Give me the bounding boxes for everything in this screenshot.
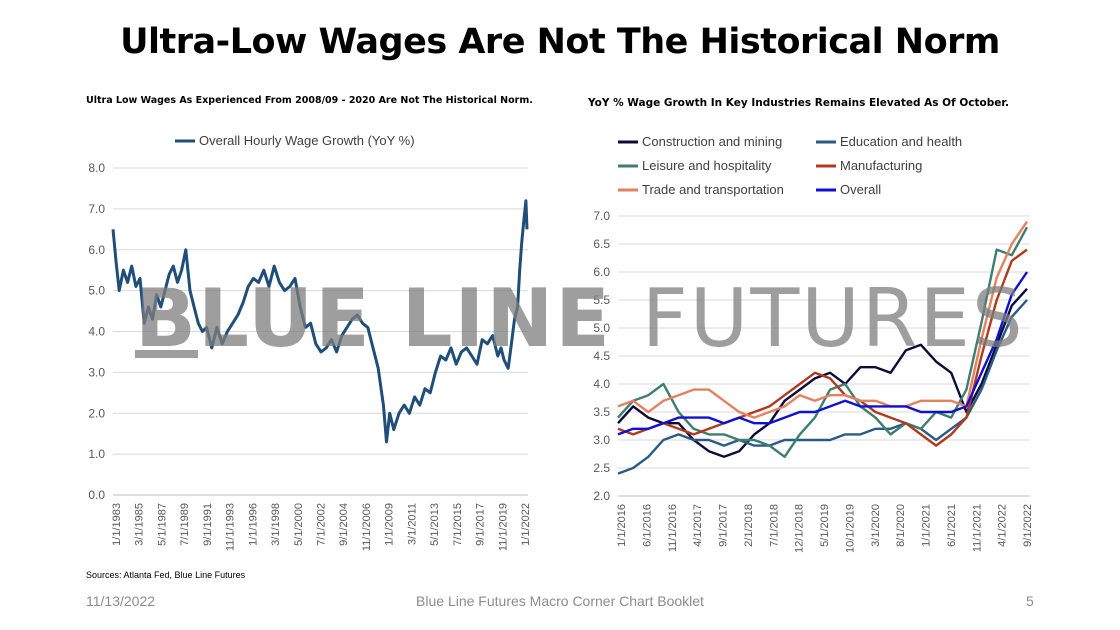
right-chart-y-tick-label: 2.5 bbox=[593, 461, 610, 475]
right-chart-y-tick-label: 4.5 bbox=[593, 349, 610, 363]
left-chart-x-tick-label: 1/1/2009 bbox=[384, 503, 396, 546]
right-chart-series-line bbox=[617, 287, 1028, 458]
right-chart-y-tick-label: 6.0 bbox=[593, 265, 610, 279]
right-chart-x-tick-label: 6/1/2016 bbox=[641, 504, 653, 547]
left-chart-x-tick-label: 9/1/1991 bbox=[202, 503, 214, 546]
right-chart-y-tick-label: 5.0 bbox=[593, 321, 610, 335]
right-chart-x-tick-label: 5/1/2019 bbox=[819, 504, 831, 547]
left-chart-x-tick-label: 3/1/2011 bbox=[406, 503, 418, 545]
left-chart-y-tick-label: 0.0 bbox=[88, 488, 105, 502]
left-chart-x-tick-label: 1/1/1983 bbox=[111, 503, 123, 546]
left-chart-x-tick-label: 11/1/2019 bbox=[497, 503, 509, 551]
right-chart-x-tick-label: 2/1/2018 bbox=[743, 504, 755, 547]
left-chart-series-line bbox=[111, 199, 529, 444]
left-chart-y-tick-label: 3.0 bbox=[88, 365, 105, 379]
left-chart-y-tick-label: 7.0 bbox=[88, 202, 105, 216]
right-chart-legend-label: Overall bbox=[840, 182, 881, 197]
right-chart-legend-label: Leisure and hospitality bbox=[642, 158, 772, 173]
right-chart-x-tick-label: 1/1/2021 bbox=[921, 504, 933, 547]
page-title: Ultra-Low Wages Are Not The Historical N… bbox=[120, 22, 1000, 62]
sources-note: Sources: Atlanta Fed, Blue Line Futures bbox=[86, 570, 246, 580]
left-chart-legend-label: Overall Hourly Wage Growth (YoY %) bbox=[199, 133, 415, 148]
right-chart-series-line bbox=[617, 220, 1028, 419]
left-chart-x-tick-label: 9/1/2004 bbox=[338, 503, 350, 546]
right-chart-series-line bbox=[617, 271, 1028, 436]
right-chart-x-tick-label: 4/1/2022 bbox=[997, 504, 1009, 547]
right-chart-x-tick-label: 12/1/2018 bbox=[794, 504, 806, 553]
right-chart-x-tick-label: 3/1/2020 bbox=[870, 504, 882, 547]
left-chart-x-tick-label: 3/1/1985 bbox=[134, 503, 146, 546]
right-chart-legend-label: Manufacturing bbox=[840, 158, 922, 173]
right-chart-series-line bbox=[617, 248, 1028, 447]
left-chart-x-tick-label: 7/1/1989 bbox=[179, 503, 191, 546]
left-chart-y-tick-label: 5.0 bbox=[88, 284, 105, 298]
page-number: 5 bbox=[1026, 593, 1034, 609]
right-chart-y-tick-label: 3.5 bbox=[593, 405, 610, 419]
left-chart-y-tick-label: 4.0 bbox=[88, 325, 105, 339]
right-chart-y-tick-label: 2.0 bbox=[593, 489, 610, 503]
left-chart-x-tick-label: 11/1/2006 bbox=[361, 503, 373, 551]
right-chart-y-tick-label: 4.0 bbox=[593, 377, 610, 391]
right-chart-x-tick-label: 8/1/2020 bbox=[895, 504, 907, 547]
left-chart-x-tick-label: 1/1/2022 bbox=[520, 503, 532, 546]
right-chart-x-tick-label: 9/1/2017 bbox=[718, 504, 730, 547]
left-chart-x-tick-label: 5/1/2013 bbox=[429, 503, 441, 546]
right-chart-y-tick-label: 6.5 bbox=[593, 237, 610, 251]
footer-title: Blue Line Futures Macro Corner Chart Boo… bbox=[416, 593, 704, 609]
right-chart-legend-label: Trade and transportation bbox=[642, 182, 784, 197]
right-chart-subtitle: YoY % Wage Growth In Key Industries Rema… bbox=[588, 97, 1010, 109]
right-chart-x-tick-label: 1/1/2016 bbox=[616, 504, 628, 547]
left-chart-x-tick-label: 5/1/2000 bbox=[293, 503, 305, 546]
left-chart-y-tick-label: 1.0 bbox=[88, 447, 105, 461]
left-chart-x-tick-label: 11/1/1993 bbox=[225, 503, 237, 551]
left-chart-x-tick-label: 5/1/1987 bbox=[156, 503, 168, 546]
left-chart-x-tick-label: 7/1/2002 bbox=[316, 503, 328, 546]
right-chart-legend-label: Education and health bbox=[840, 134, 962, 149]
right-chart-x-tick-label: 6/1/2021 bbox=[946, 504, 958, 547]
right-chart-legend-label: Construction and mining bbox=[642, 134, 782, 149]
left-chart-x-tick-label: 9/1/2017 bbox=[475, 503, 487, 546]
left-chart-subtitle: Ultra Low Wages As Experienced From 2008… bbox=[86, 95, 533, 106]
footer-date: 11/13/2022 bbox=[86, 593, 156, 609]
left-chart-x-tick-label: 3/1/1998 bbox=[270, 503, 282, 546]
right-chart-x-tick-label: 11/1/2021 bbox=[971, 504, 983, 552]
left-chart-y-tick-label: 6.0 bbox=[88, 243, 105, 257]
right-chart-x-tick-label: 9/1/2022 bbox=[1022, 504, 1034, 547]
right-chart-y-tick-label: 3.0 bbox=[593, 433, 610, 447]
right-chart-y-tick-label: 5.5 bbox=[593, 293, 610, 307]
right-chart-y-tick-label: 7.0 bbox=[593, 209, 610, 223]
left-chart-y-tick-label: 8.0 bbox=[88, 161, 105, 175]
right-chart-x-tick-label: 4/1/2017 bbox=[692, 504, 704, 547]
left-chart-y-tick-label: 2.0 bbox=[88, 406, 105, 420]
right-chart-x-tick-label: 11/1/2016 bbox=[667, 504, 679, 552]
left-chart-x-tick-label: 7/1/2015 bbox=[452, 503, 464, 546]
left-chart-x-tick-label: 1/1/1996 bbox=[247, 503, 259, 546]
right-chart-x-tick-label: 10/1/2019 bbox=[844, 504, 856, 553]
right-chart-x-tick-label: 7/1/2018 bbox=[768, 504, 780, 547]
right-chart-series-line bbox=[617, 299, 1028, 475]
